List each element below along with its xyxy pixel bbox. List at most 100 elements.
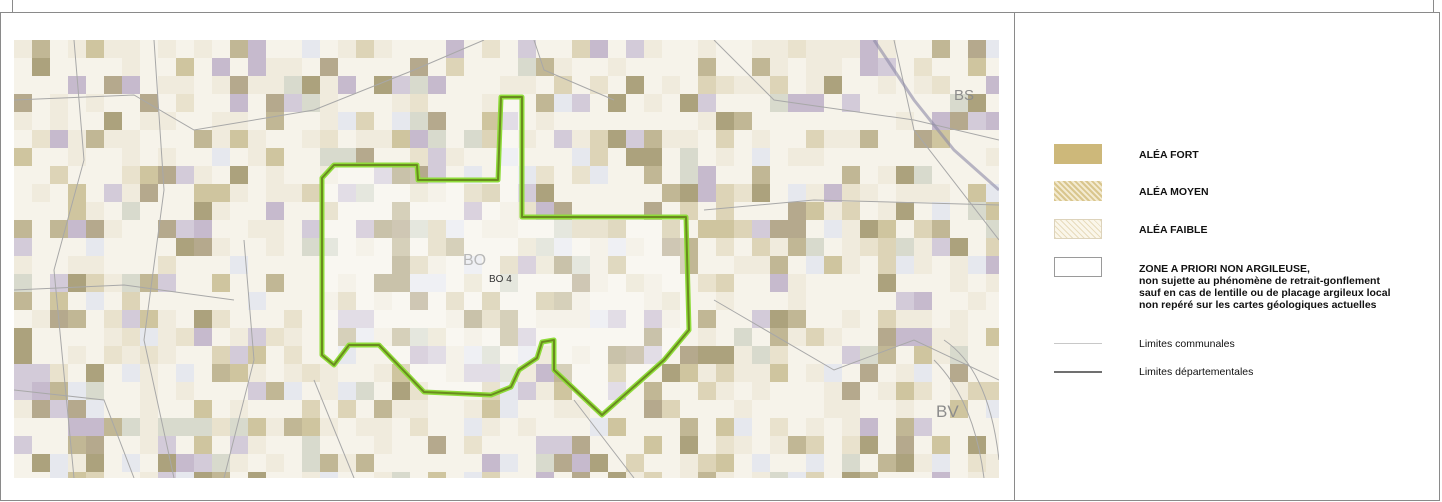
raster-tile <box>302 346 320 364</box>
raster-tile <box>806 202 824 220</box>
raster-tile <box>860 328 878 346</box>
raster-tile <box>482 310 500 328</box>
raster-tile <box>446 274 464 292</box>
raster-tile <box>644 472 662 478</box>
raster-tile <box>842 58 860 76</box>
raster-tile <box>32 400 50 418</box>
raster-tile <box>302 202 320 220</box>
raster-tile <box>86 256 104 274</box>
raster-tile <box>662 130 680 148</box>
raster-tile <box>230 418 248 436</box>
raster-tile <box>68 400 86 418</box>
raster-tile <box>50 346 68 364</box>
raster-tile <box>536 184 554 202</box>
raster-tile <box>662 184 680 202</box>
raster-tile <box>914 454 932 472</box>
raster-tile <box>752 346 770 364</box>
raster-tile <box>482 472 500 478</box>
raster-tile <box>914 310 932 328</box>
raster-tile <box>482 328 500 346</box>
raster-tile <box>14 364 32 382</box>
raster-tile <box>140 238 158 256</box>
raster-tile <box>788 382 806 400</box>
parcel-label: BO 4 <box>489 274 512 285</box>
raster-tile <box>932 130 950 148</box>
legend-line-communales: Limites communales <box>1054 338 1235 350</box>
raster-tile <box>212 58 230 76</box>
raster-tile <box>356 310 374 328</box>
raster-tile <box>464 148 482 166</box>
raster-tile <box>734 220 752 238</box>
raster-tile <box>284 184 302 202</box>
raster-tile <box>410 94 428 112</box>
raster-tile <box>158 202 176 220</box>
raster-tile <box>734 148 752 166</box>
raster-tile <box>266 256 284 274</box>
raster-tile <box>302 382 320 400</box>
raster-tile <box>68 454 86 472</box>
raster-tile <box>860 184 878 202</box>
raster-tile <box>284 364 302 382</box>
raster-tile <box>122 112 140 130</box>
raster-tile <box>68 418 86 436</box>
raster-tile <box>518 274 536 292</box>
raster-tile <box>158 454 176 472</box>
raster-tile <box>374 382 392 400</box>
raster-tile <box>968 220 986 238</box>
raster-tile <box>716 112 734 130</box>
raster-tile <box>932 418 950 436</box>
raster-tile <box>734 112 752 130</box>
raster-tile <box>716 382 734 400</box>
raster-tile <box>932 40 950 58</box>
raster-tile <box>896 400 914 418</box>
raster-tile <box>770 76 788 94</box>
raster-tile <box>176 148 194 166</box>
raster-tile <box>734 130 752 148</box>
raster-tile <box>284 472 302 478</box>
raster-tile <box>806 76 824 94</box>
raster-tile <box>122 472 140 478</box>
raster-tile <box>266 382 284 400</box>
raster-tile <box>608 418 626 436</box>
raster-tile <box>536 112 554 130</box>
map-panel[interactable]: BS BV BO BO 4 <box>14 40 999 478</box>
raster-tile <box>842 130 860 148</box>
raster-tile <box>302 94 320 112</box>
raster-tile <box>536 454 554 472</box>
raster-tile <box>410 130 428 148</box>
swatch-faible <box>1054 219 1102 239</box>
raster-tile <box>14 292 32 310</box>
raster-tile <box>896 292 914 310</box>
raster-tile <box>392 220 410 238</box>
raster-tile <box>806 94 824 112</box>
raster-tile <box>860 364 878 382</box>
raster-tile <box>482 220 500 238</box>
raster-tile <box>104 454 122 472</box>
raster-tile <box>698 310 716 328</box>
raster-tile <box>788 220 806 238</box>
raster-tile <box>950 76 968 94</box>
raster-tile <box>194 76 212 94</box>
raster-tile <box>932 202 950 220</box>
raster-tile <box>752 256 770 274</box>
raster-tile <box>950 382 968 400</box>
raster-tile <box>752 400 770 418</box>
raster-tile <box>140 58 158 76</box>
raster-tile <box>932 220 950 238</box>
raster-tile <box>194 202 212 220</box>
raster-tile <box>932 436 950 454</box>
raster-tile <box>932 454 950 472</box>
raster-tile <box>536 130 554 148</box>
raster-tile <box>158 418 176 436</box>
raster-tile <box>338 76 356 94</box>
raster-tile <box>14 436 32 454</box>
raster-tile <box>860 382 878 400</box>
raster-tile <box>32 454 50 472</box>
raster-tile <box>914 148 932 166</box>
raster-tile <box>140 202 158 220</box>
raster-tile <box>374 256 392 274</box>
raster-tile <box>140 184 158 202</box>
raster-tile <box>356 454 374 472</box>
raster-tile <box>464 94 482 112</box>
raster-tile <box>140 436 158 454</box>
